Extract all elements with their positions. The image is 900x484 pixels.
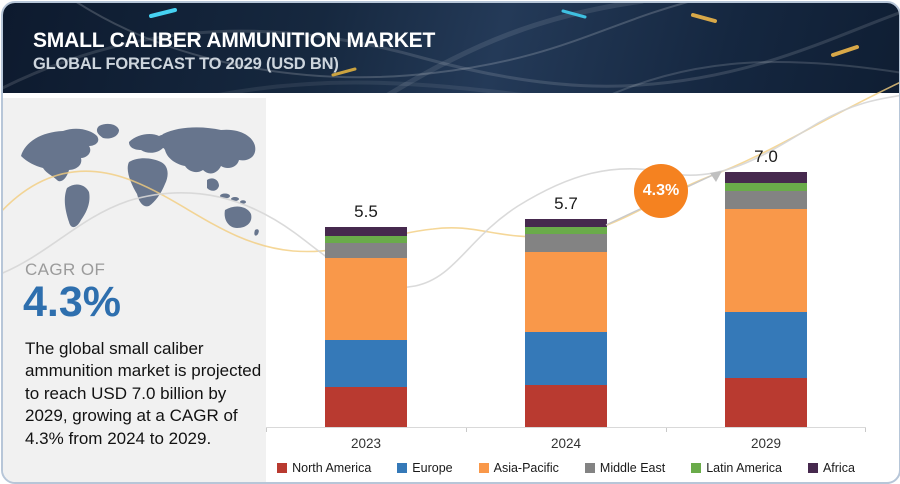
bar-segment-2024-middle-east: [525, 234, 607, 253]
axis-tick-3: [865, 428, 866, 432]
stacked-bar-2029: 7.0: [725, 147, 807, 427]
page-subtitle: GLOBAL FORECAST TO 2029 (USD BN): [33, 55, 339, 74]
legend-swatch-latin-america: [691, 463, 702, 473]
legend-label-middle-east: Middle East: [599, 461, 666, 475]
bar-segment-2023-north-america: [325, 387, 407, 427]
page-title: SMALL CALIBER AMMUNITION MARKET: [33, 29, 436, 52]
cagr-value: 4.3%: [23, 278, 122, 326]
axis-tick-2: [666, 428, 667, 432]
bar-segment-2024-latin-america: [525, 226, 607, 235]
bar-segment-2024-africa: [525, 219, 607, 227]
legend-item-europe: Europe: [397, 461, 453, 475]
legend-item-middle-east: Middle East: [584, 461, 666, 475]
bar-segment-2023-middle-east: [325, 243, 407, 258]
stacked-bar-chart: 5.5 5.7 7.0 4.3% North America Europe Asia-P…: [266, 93, 866, 482]
bar-segment-2029-latin-america: [725, 183, 807, 191]
bar-segment-2029-africa: [725, 172, 807, 184]
header-banner: SMALL CALIBER AMMUNITION MARKET GLOBAL F…: [3, 3, 899, 93]
x-axis-label-2023: 2023: [350, 436, 382, 451]
legend-label-africa: Africa: [822, 461, 855, 475]
bar-segment-2023-asia-pacific: [325, 257, 407, 340]
bar-segment-2023-africa: [325, 226, 407, 236]
plot-area: 5.5 5.7 7.0: [266, 93, 866, 428]
bar-stack-2024: [525, 219, 607, 427]
x-axis-label-2029: 2029: [750, 436, 782, 451]
axis-tick-1: [466, 428, 467, 432]
world-map: [11, 118, 261, 243]
bar-total-label-2023: 5.5: [354, 201, 378, 221]
legend-swatch-asia-pacific: [478, 463, 489, 473]
legend-swatch-north-america: [277, 463, 288, 473]
legend-item-africa: Africa: [807, 461, 855, 475]
bar-segment-2023-europe: [325, 339, 407, 387]
cagr-annotation-label: 4.3%: [642, 182, 680, 199]
bar-segment-2029-middle-east: [725, 190, 807, 209]
legend-label-latin-america: Latin America: [706, 461, 782, 475]
bar-segment-2024-europe: [525, 332, 607, 386]
bar-segment-2023-latin-america: [325, 235, 407, 244]
bar-stack-2023: [325, 226, 407, 427]
bar-total-label-2024: 5.7: [554, 194, 578, 214]
chart-legend: North America Europe Asia-Pacific Middle Ea…: [266, 461, 866, 475]
bar-total-label-2029: 7.0: [754, 147, 778, 167]
bar-segment-2029-north-america: [725, 377, 807, 427]
stacked-bar-2023: 5.5: [325, 202, 407, 427]
legend-label-north-america: North America: [292, 461, 372, 475]
market-summary-text: The global small caliber ammunition mark…: [25, 339, 262, 448]
x-axis-label-2024: 2024: [550, 436, 582, 451]
bar-segment-2029-asia-pacific: [725, 208, 807, 313]
bar-segment-2024-north-america: [525, 385, 607, 427]
legend-swatch-middle-east: [584, 463, 595, 473]
legend-label-europe: Europe: [412, 461, 453, 475]
legend-item-latin-america: Latin America: [691, 461, 782, 475]
bar-stack-2029: [725, 172, 807, 427]
cagr-annotation-bubble: 4.3%: [634, 164, 688, 218]
legend-swatch-africa: [807, 463, 818, 473]
legend-label-asia-pacific: Asia-Pacific: [493, 461, 559, 475]
legend-item-north-america: North America: [277, 461, 371, 475]
bar-segment-2024-asia-pacific: [525, 252, 607, 333]
cagr-label: CAGR OF: [25, 260, 106, 279]
bar-segment-2029-europe: [725, 312, 807, 378]
legend-swatch-europe: [397, 463, 408, 473]
axis-tick-0: [266, 428, 267, 432]
stacked-bar-2024: 5.7: [525, 194, 607, 427]
summary-panel: CAGR OF 4.3% The global small caliber am…: [3, 98, 266, 482]
legend-item-asia-pacific: Asia-Pacific: [478, 461, 559, 475]
